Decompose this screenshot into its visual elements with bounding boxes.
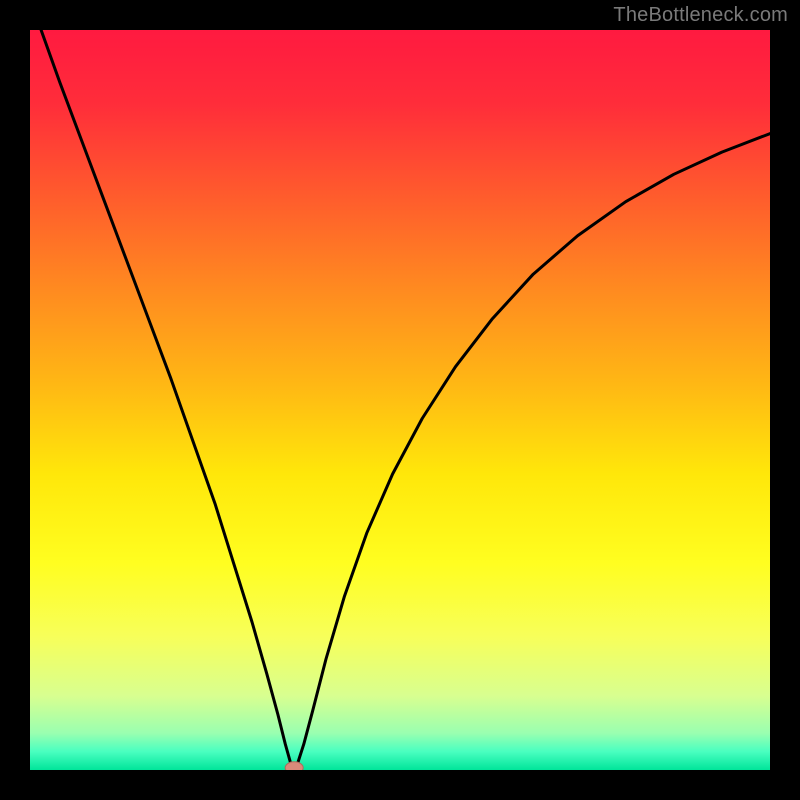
chart-svg (30, 30, 770, 770)
chart-background (30, 30, 770, 770)
optimal-point-marker (285, 762, 303, 770)
watermark-text: TheBottleneck.com (613, 4, 788, 27)
chart-plot-area (30, 30, 770, 770)
